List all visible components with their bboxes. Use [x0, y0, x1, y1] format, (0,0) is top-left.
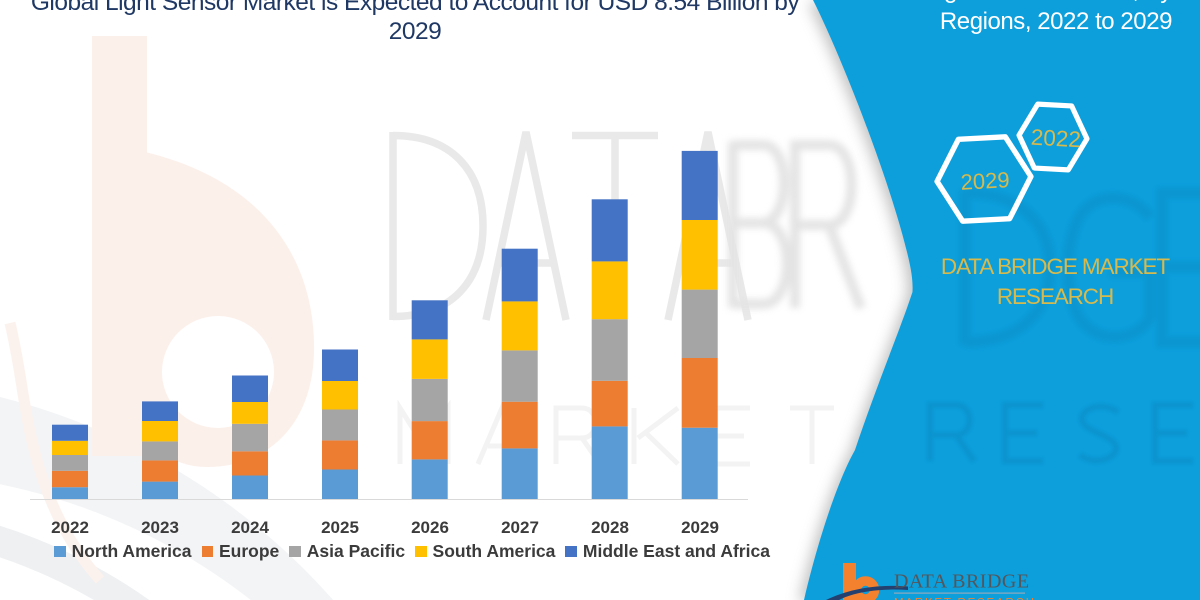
svg-text:DATA BRIDGE: DATA BRIDGE: [894, 571, 1030, 593]
svg-text:2022: 2022: [1030, 125, 1081, 153]
svg-text:MARKET RESEARCH: MARKET RESEARCH: [894, 598, 1036, 600]
svg-text:2029: 2029: [960, 167, 1010, 195]
